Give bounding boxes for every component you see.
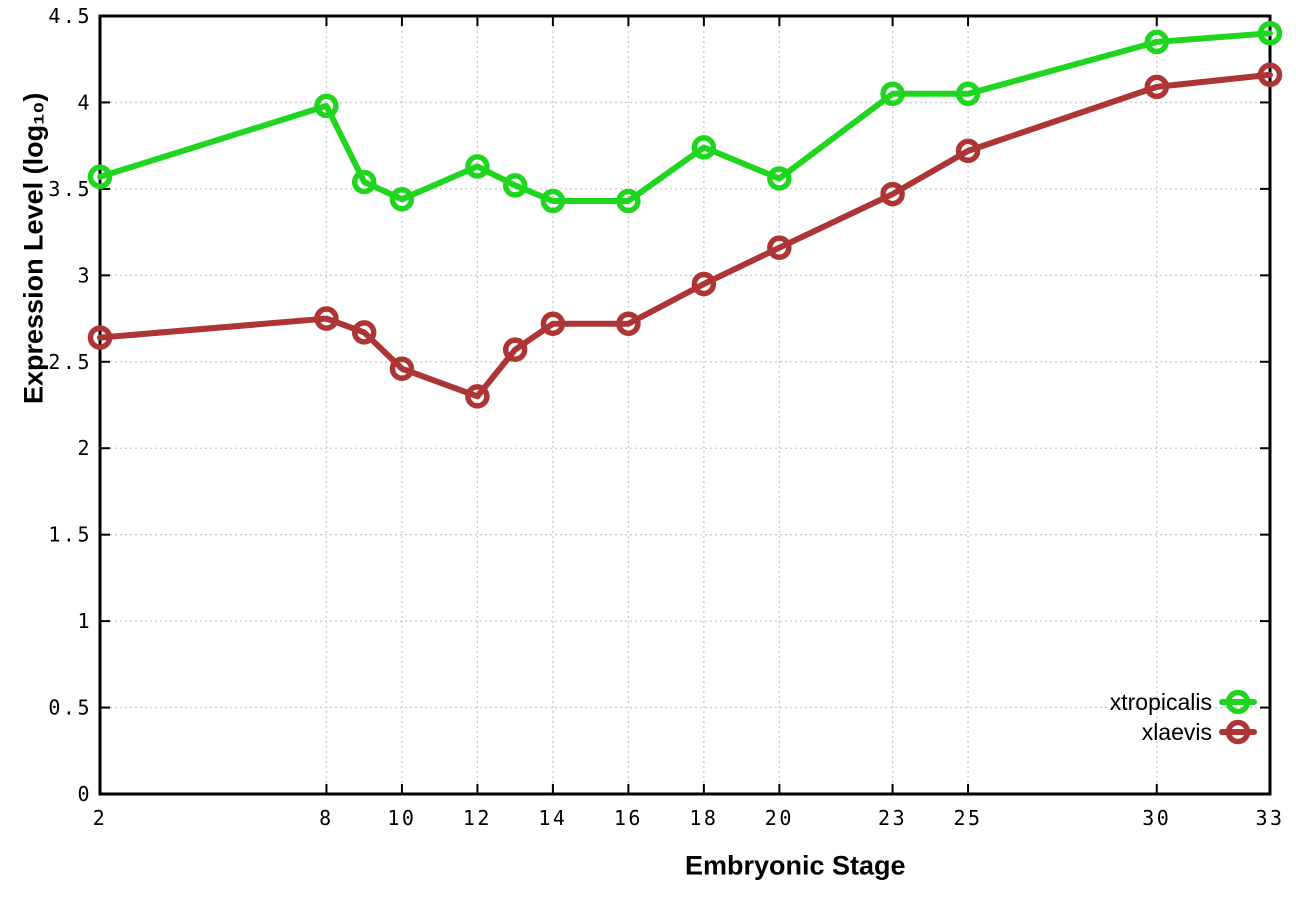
data-point-xlaevis [1257, 62, 1283, 88]
data-point-xtropicalis [87, 164, 113, 190]
data-point-xtropicalis [955, 81, 981, 107]
x-tick-label: 20 [765, 806, 794, 830]
data-point-xlaevis [465, 384, 490, 409]
data-point-xlaevis [502, 337, 528, 362]
legend-label-xlaevis: xlaevis [1142, 719, 1212, 745]
data-point-xtropicalis [314, 93, 339, 119]
data-point-xtropicalis [1144, 29, 1170, 55]
x-tick-label: 23 [878, 806, 907, 830]
y-tick-label: 3 [77, 263, 92, 287]
data-point-xtropicalis [691, 135, 717, 160]
y-tick-label: 1 [77, 609, 92, 633]
x-tick-label: 12 [463, 806, 492, 830]
data-point-xlaevis [540, 311, 566, 336]
data-point-xlaevis [691, 271, 717, 297]
data-point-xtropicalis [351, 169, 377, 195]
data-point-xlaevis [351, 320, 377, 345]
data-point-xtropicalis [540, 188, 566, 214]
legend-label-xtropicalis: xtropicalis [1110, 689, 1212, 715]
data-point-xtropicalis [767, 166, 792, 191]
data-point-xlaevis [1144, 74, 1170, 100]
data-point-xlaevis [87, 325, 113, 350]
y-tick-label: 2.5 [48, 350, 92, 374]
y-tick-label: 0.5 [48, 696, 92, 720]
y-tick-label: 2 [77, 436, 92, 460]
x-tick-label: 18 [689, 806, 718, 830]
data-point-xtropicalis [465, 154, 490, 179]
x-tick-label: 10 [387, 806, 416, 830]
y-tick-label: 4.5 [48, 4, 92, 28]
y-tick-label: 1.5 [48, 523, 92, 547]
series-line-xtropicalis [97, 30, 1273, 204]
data-point-xlaevis [314, 306, 339, 331]
x-tick-label: 25 [954, 806, 983, 830]
data-point-xtropicalis [1257, 21, 1283, 46]
data-point-xtropicalis [616, 188, 641, 214]
data-point-xlaevis [955, 138, 981, 164]
x-tick-label: 8 [319, 806, 334, 830]
data-point-xlaevis [389, 356, 415, 381]
x-tick-label: 14 [538, 806, 567, 830]
x-tick-label: 16 [614, 806, 643, 830]
plot-border [98, 14, 1272, 796]
y-tick-label: 3.5 [48, 177, 92, 201]
data-point-xtropicalis [880, 81, 905, 107]
data-point-xtropicalis [389, 187, 415, 212]
data-point-xlaevis [767, 235, 792, 260]
y-tick-label: 0 [77, 782, 92, 806]
legend-marker-xtropicalis [1225, 689, 1251, 715]
x-tick-label: 33 [1255, 806, 1284, 830]
data-point-xlaevis [880, 181, 905, 207]
x-tick-label: 30 [1142, 806, 1171, 830]
legend-marker-xlaevis [1225, 719, 1251, 745]
y-tick-label: 4 [77, 90, 92, 114]
data-point-xtropicalis [502, 173, 528, 198]
data-point-xlaevis [616, 311, 641, 336]
x-tick-label: 2 [93, 806, 108, 830]
